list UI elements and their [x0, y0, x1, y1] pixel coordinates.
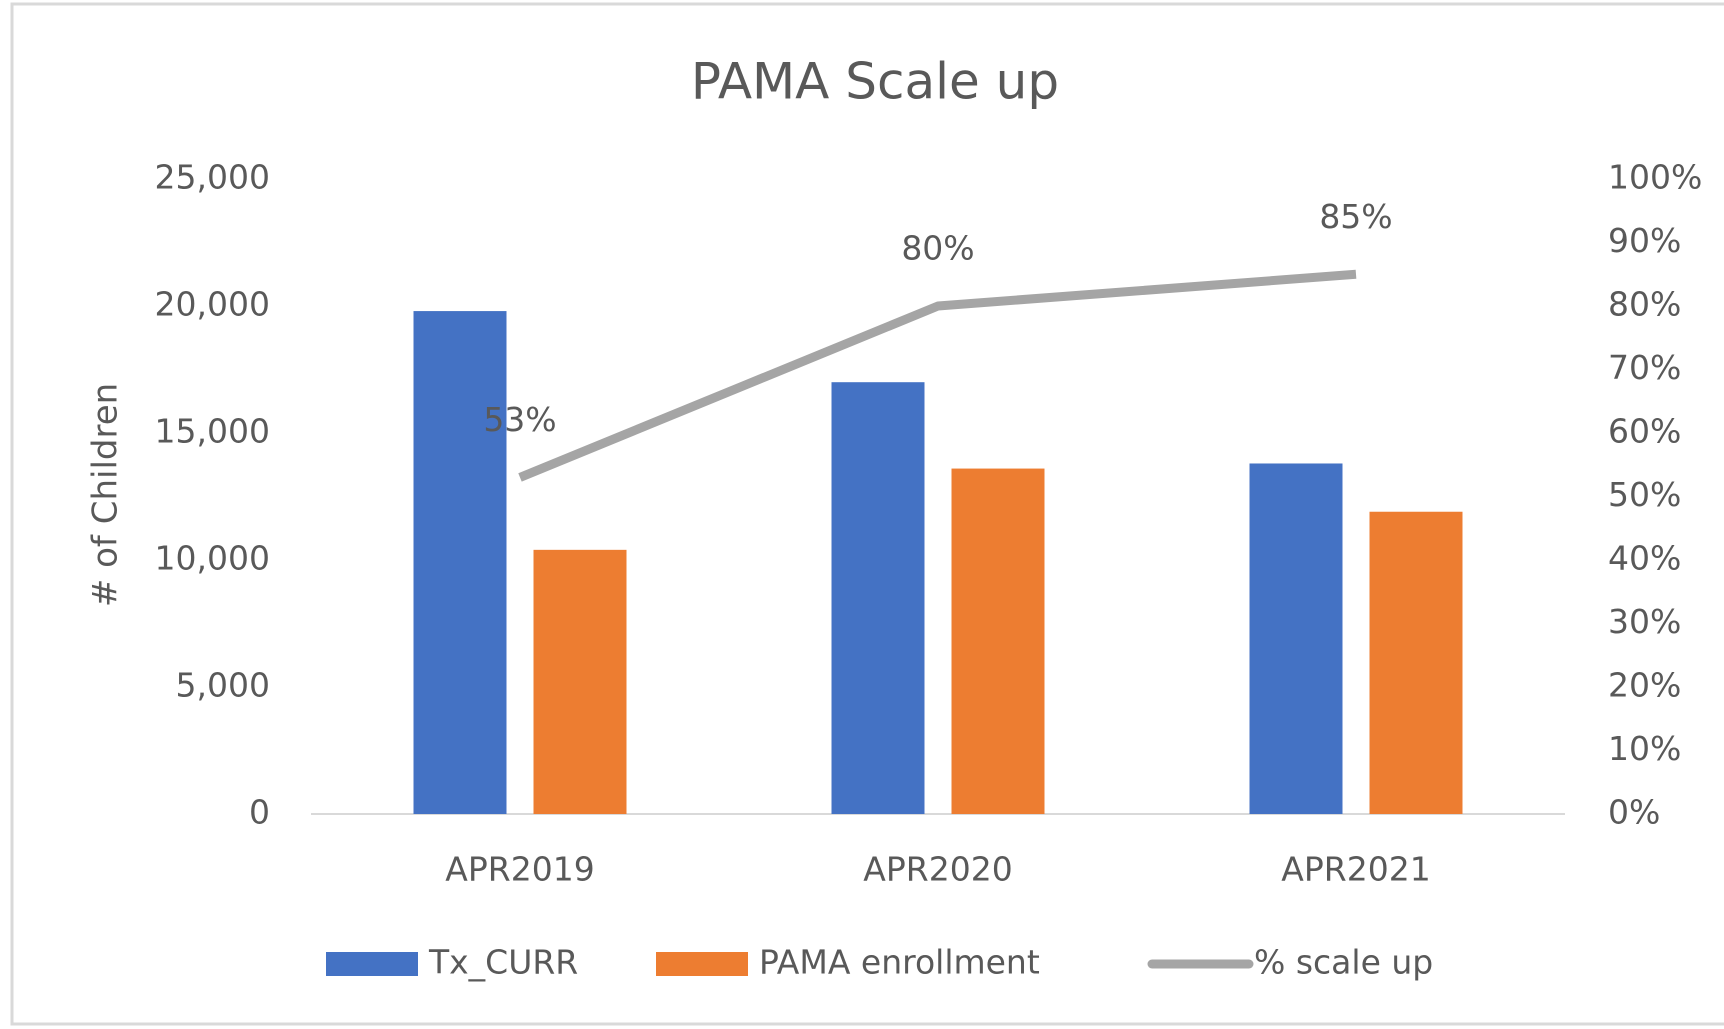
- y2-tick-label: 90%: [1608, 221, 1681, 260]
- y-tick-label: 15,000: [155, 412, 270, 451]
- y-axis-label: # of Children: [86, 383, 126, 607]
- x-tick-label: APR2021: [1281, 850, 1430, 889]
- y-tick-label: 0: [249, 793, 270, 832]
- legend-label: PAMA enrollment: [759, 943, 1040, 982]
- y2-tick-label: 10%: [1608, 729, 1681, 768]
- y-tick-label: 25,000: [155, 158, 270, 197]
- chart-frame: [10, 2, 1724, 1026]
- legend-swatch: [326, 952, 418, 976]
- bar: [951, 468, 1045, 814]
- y2-tick-label: 80%: [1608, 285, 1681, 324]
- bar: [1249, 463, 1343, 814]
- y2-tick-label: 40%: [1608, 539, 1681, 578]
- bar: [413, 311, 507, 814]
- y-tick-label: 10,000: [155, 539, 270, 578]
- legend-swatch: [656, 952, 748, 976]
- x-tick-label: APR2020: [863, 850, 1012, 889]
- data-label: 53%: [483, 400, 556, 439]
- y2-tick-label: 60%: [1608, 412, 1681, 451]
- y2-tick-label: 70%: [1608, 348, 1681, 387]
- data-label: 85%: [1319, 197, 1392, 236]
- bar: [831, 382, 925, 814]
- bar: [533, 549, 627, 814]
- y-tick-label: 20,000: [155, 285, 270, 324]
- chart-title: PAMA Scale up: [691, 53, 1059, 111]
- y2-tick-label: 100%: [1608, 158, 1702, 197]
- line-series: [518, 269, 1357, 482]
- y-tick-label: 5,000: [176, 666, 270, 705]
- y2-tick-label: 0%: [1608, 793, 1660, 832]
- y2-tick-label: 20%: [1608, 666, 1681, 705]
- y2-tick-label: 50%: [1608, 475, 1681, 514]
- data-label: 80%: [901, 229, 974, 268]
- legend-label: Tx_CURR: [428, 943, 578, 982]
- y2-tick-label: 30%: [1608, 602, 1681, 641]
- bar: [1369, 511, 1463, 814]
- legend-label: % scale up: [1254, 943, 1433, 982]
- x-tick-label: APR2019: [445, 850, 594, 889]
